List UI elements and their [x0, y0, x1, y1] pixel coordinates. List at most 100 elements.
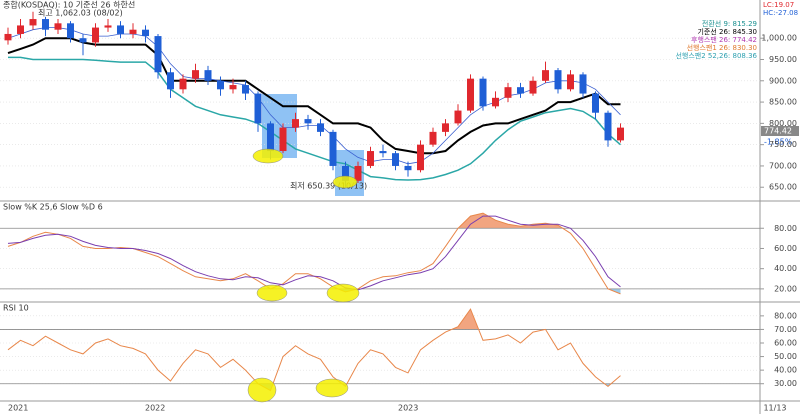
candle-body: [304, 119, 312, 124]
candle-body: [579, 74, 587, 94]
candle-body: [604, 112, 612, 141]
candle-body: [429, 131, 437, 145]
candle-body: [592, 93, 599, 113]
candle-body: [4, 33, 12, 41]
y-tick-label: 20.00: [774, 284, 797, 293]
candle-body: [79, 38, 87, 43]
candle-body: [317, 123, 324, 132]
candle-body: [529, 80, 537, 94]
price-tag: [761, 126, 799, 136]
indicator-line: [7, 215, 621, 291]
annotation: 최고 1,062.03 (08/02): [38, 8, 123, 18]
candle-body: [392, 153, 399, 166]
candle-body: [404, 165, 412, 171]
annotation: 최저 650.39 (10/13): [290, 181, 367, 191]
legend-text: 후행스팬 26: 774.42: [691, 35, 757, 44]
y-tick-label: 1,000.00: [761, 34, 797, 43]
candle-body: [129, 29, 137, 34]
legend-text: LC:19.07: [763, 1, 794, 9]
y-tick-label: 40.00: [774, 264, 797, 273]
x-tick-label: 2022: [145, 404, 165, 413]
candle-body: [354, 165, 362, 181]
candle-body: [479, 78, 487, 107]
legend-text: 선행스팬1 26: 830.30: [687, 43, 757, 52]
y-tick-label: 750.00: [769, 140, 797, 149]
indicator-line: [8, 56, 621, 181]
legend-text: 기준선 26: 845.30: [697, 27, 757, 36]
last-price: 774.42: [764, 127, 792, 136]
ellipses: [247, 148, 360, 403]
candle-body: [67, 23, 74, 39]
chart-title: 종합(KOSDAQ): 10 기준선 26 하한선: [3, 0, 135, 10]
indicator-line: [7, 37, 621, 155]
candle-body: [154, 36, 162, 73]
candle-body: [29, 19, 37, 26]
candle-body: [492, 97, 499, 107]
highlight-ellipse: [256, 284, 288, 302]
candle-body: [179, 78, 187, 90]
overbought-fill: [8, 213, 621, 229]
candle-body: [367, 151, 374, 166]
y-tick-label: 30.00: [774, 379, 797, 388]
highlight-ellipse: [326, 283, 360, 303]
candle-body: [542, 70, 549, 81]
candle-body: [267, 123, 274, 152]
y-tick-label: 80.00: [774, 224, 797, 233]
candle-body: [342, 165, 349, 181]
candle-body: [554, 70, 562, 90]
y-tick-label: 850.00: [769, 98, 797, 107]
indicator-line: [7, 27, 621, 165]
candle-body: [442, 123, 449, 132]
panel-title: RSI 10: [3, 304, 29, 313]
candle-body: [379, 151, 387, 154]
overbought-fill: [451, 309, 546, 330]
candle-body: [104, 25, 112, 28]
candle-body: [617, 127, 624, 141]
candle-body: [142, 29, 149, 37]
candle-body: [192, 70, 199, 79]
plot-layer: [0, 11, 760, 392]
candle-body: [117, 25, 124, 34]
legend-text: 전환선 9: 815.29: [702, 19, 757, 28]
x-tick-label: 2023: [398, 404, 418, 413]
candle-body: [467, 78, 474, 111]
candle-body: [204, 70, 212, 81]
legend-text: 선행스팬2 52,26: 808.36: [675, 51, 757, 60]
candle-body: [217, 80, 224, 90]
candle-body: [417, 144, 424, 171]
y-tick-label: 40.00: [774, 366, 797, 375]
candle-body: [242, 85, 249, 94]
y-tick-label: 80.00: [774, 311, 797, 320]
candle-body: [17, 25, 24, 34]
y-tick-label: 60.00: [774, 244, 797, 253]
x-tick-label: 11/13: [763, 404, 786, 413]
candle-body: [279, 127, 287, 152]
candle-body: [54, 23, 62, 30]
candle-body: [454, 110, 462, 124]
candle-body: [92, 27, 99, 43]
indicator-line: [7, 308, 621, 392]
legend-text: HC:-27.08: [763, 9, 798, 17]
candle-body: [42, 19, 49, 30]
candle-body: [329, 131, 337, 166]
candle-body: [517, 87, 524, 94]
y-tick-label: 650.00: [769, 183, 797, 192]
y-tick-label: 50.00: [774, 352, 797, 361]
candle-body: [567, 74, 574, 90]
y-tick-label: 60.00: [774, 339, 797, 348]
y-tick-label: 950.00: [769, 55, 797, 64]
candle-body: [229, 85, 237, 90]
highlight-ellipse: [332, 175, 358, 189]
y-tick-label: 70.00: [774, 325, 797, 334]
y-tick-label: 700.00: [769, 161, 797, 170]
change: -1.85%: [764, 138, 793, 147]
candle-body: [504, 87, 512, 98]
y-tick-label: 900.00: [769, 76, 797, 85]
highlight-ellipse: [315, 378, 349, 398]
highlight-ellipse: [247, 377, 277, 403]
candle-body: [254, 93, 262, 124]
candle-body: [292, 119, 299, 128]
candle-body: [167, 72, 174, 90]
